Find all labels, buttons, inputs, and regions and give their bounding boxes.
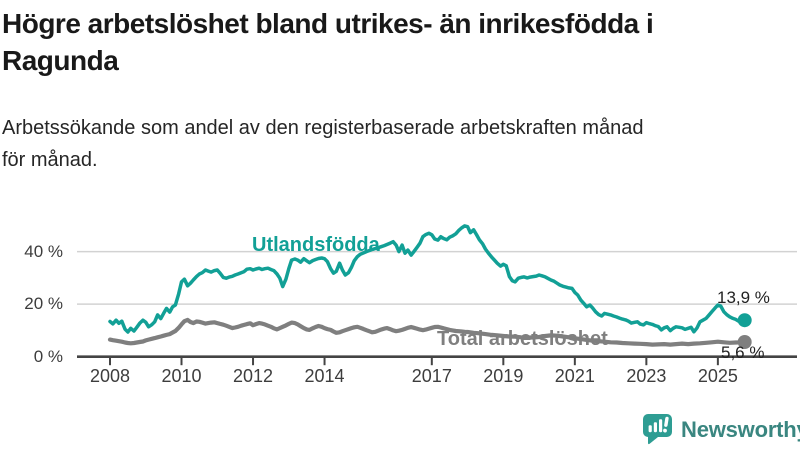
y-axis-label-20: 20 % <box>24 294 63 314</box>
x-axis-label-2012: 2012 <box>232 366 274 386</box>
chart-subtitle-line-2: för månad. <box>2 149 98 171</box>
x-axis-label-2014: 2014 <box>304 366 345 386</box>
end-value-label-total: 5,6 % <box>721 343 765 362</box>
x-axis-label-2017: 2017 <box>411 366 452 386</box>
series-end-dot-0 <box>737 313 752 328</box>
x-axis-label-2008: 2008 <box>89 366 131 386</box>
chart-subtitle: Arbetssökande som andel av den registerb… <box>2 112 762 176</box>
x-axis-label-2021: 2021 <box>554 366 595 386</box>
x-axis-label-2010: 2010 <box>161 366 202 386</box>
y-axis-label-40: 40 % <box>24 241 63 261</box>
series-line-1 <box>107 317 747 347</box>
x-axis-label-2025: 2025 <box>697 366 738 386</box>
series-label-utlandsfodda: Utlandsfödda <box>252 234 380 256</box>
newsworthy-logo[interactable]: Newsworthy <box>641 412 800 446</box>
x-axis-label-2019: 2019 <box>483 366 524 386</box>
end-value-label-utlandsfodda: 13,9 % <box>717 288 770 307</box>
x-axis-label-2023: 2023 <box>626 366 667 386</box>
newsworthy-logo-text: Newsworthy <box>681 416 800 442</box>
page-title-line-2: Ragunda <box>2 45 119 76</box>
y-axis-label-0: 0 % <box>33 346 63 366</box>
series-line-0 <box>108 224 747 334</box>
series-label-total-arbetsloshet: Total arbetslöshet <box>437 328 608 350</box>
series-end-dot-1 <box>737 334 752 349</box>
chart-subtitle-line-1: Arbetssökande som andel av den registerb… <box>2 117 644 139</box>
page-title: Högre arbetslöshet bland utrikes- än inr… <box>2 5 772 79</box>
page-title-line-1: Högre arbetslöshet bland utrikes- än inr… <box>2 8 654 39</box>
bar-chart-speech-bubble-icon <box>641 412 674 446</box>
